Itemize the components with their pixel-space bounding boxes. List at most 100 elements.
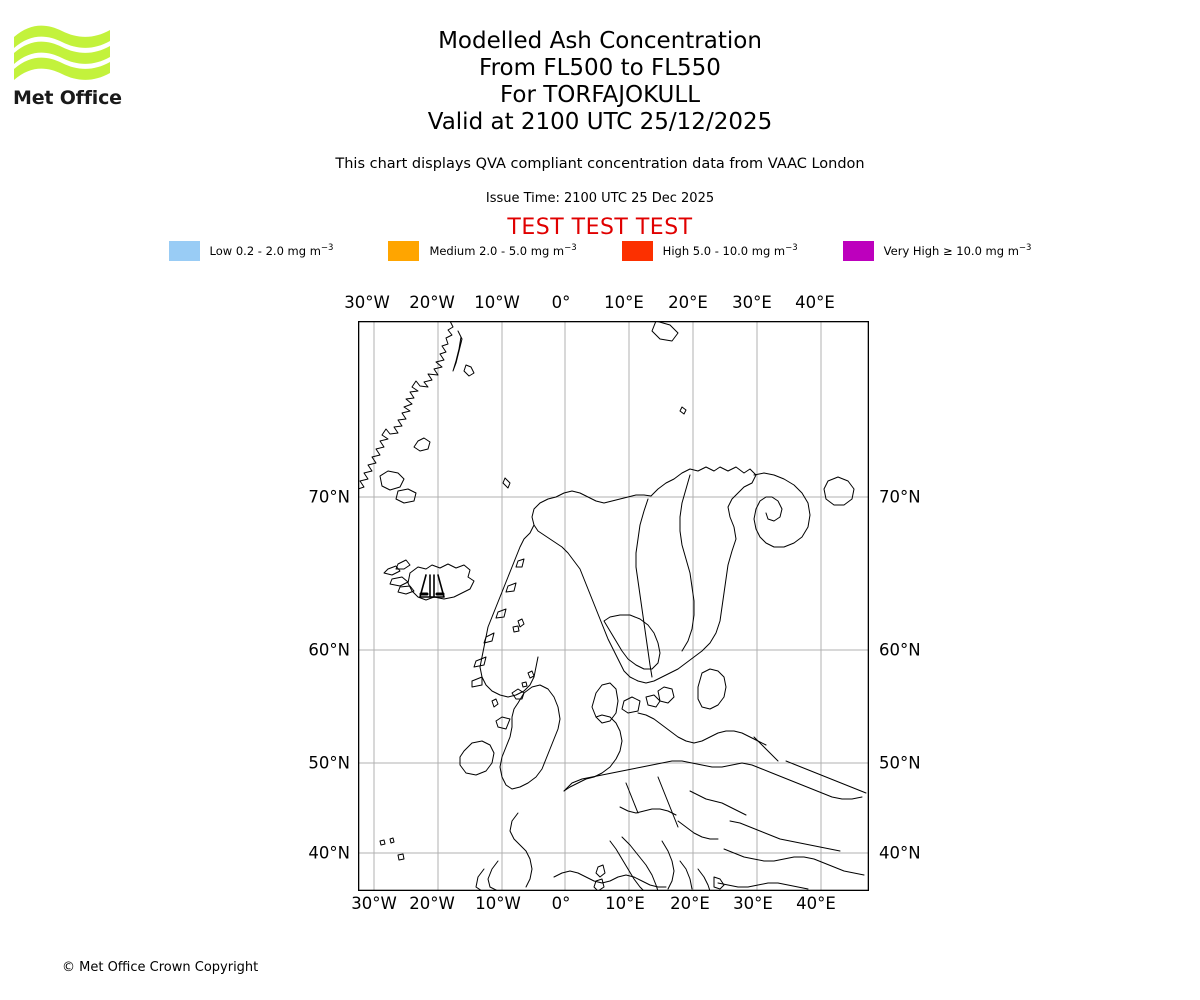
legend-item-medium: Medium 2.0 - 5.0 mg m−3 — [388, 241, 577, 261]
norway-west-coast — [479, 524, 539, 698]
title-line-2: From FL500 to FL550 — [479, 55, 721, 81]
legend-label-low: Low 0.2 - 2.0 mg m−3 — [209, 243, 334, 258]
title-line-4: Valid at 2100 UTC 25/12/2025 — [427, 109, 773, 135]
border-alps — [619, 806, 677, 816]
lon-bottom-tick: 30°E — [733, 894, 773, 913]
portugal-coast — [475, 868, 485, 891]
lat-left-tick: 60°N — [308, 640, 350, 660]
gb-scotland-west — [495, 716, 511, 730]
lat-right-tick: 40°N — [879, 843, 921, 863]
azores-1 — [379, 839, 386, 846]
gulf-of-bothnia — [603, 614, 661, 670]
greenland-island-5 — [395, 488, 417, 504]
orkney — [521, 681, 528, 688]
novaya-zemlya-coast — [823, 476, 855, 506]
lat-right-tick: 70°N — [879, 487, 921, 507]
border-germany-east — [625, 782, 639, 814]
lon-bottom-tick: 10°W — [475, 894, 521, 913]
title-line-1: Modelled Ash Concentration — [438, 28, 762, 54]
iberia-northwest — [487, 860, 499, 891]
ash-concentration-map[interactable] — [358, 321, 869, 891]
faroe-islands — [517, 618, 525, 628]
legend-label-very-high: Very High ≥ 10.0 mg m−3 — [883, 243, 1032, 258]
lat-left-tick: 50°N — [308, 753, 350, 773]
greenland-island-4 — [379, 470, 405, 491]
north-european-plain-border — [563, 760, 863, 800]
legend-swatch-low — [168, 241, 200, 261]
lon-top-tick: 0° — [551, 293, 571, 312]
iceland — [407, 563, 475, 601]
border-poland-east — [657, 776, 679, 828]
lon-top-tick: 10°W — [474, 293, 520, 312]
lat-right-tick: 50°N — [879, 753, 921, 773]
copyright-notice: © Met Office Crown Copyright — [62, 960, 259, 975]
lat-left-tick: 40°N — [308, 843, 350, 863]
met-office-logo: Met Office — [12, 24, 132, 119]
iceland-westfjords-b — [383, 565, 401, 576]
white-sea-kola — [753, 472, 811, 548]
black-sea-north-coast — [729, 820, 841, 852]
shetland — [527, 670, 535, 679]
lon-bottom-tick: 0° — [551, 894, 571, 913]
title-line-3: For TORFAJOKULL — [499, 82, 701, 108]
iceland-westfjords-c — [389, 576, 409, 587]
balkans-adriatic-coast — [661, 840, 675, 890]
lon-bottom-tick: 30°W — [351, 894, 397, 913]
norway-fjord-6 — [471, 676, 483, 688]
lat-right-tick: 60°N — [879, 640, 921, 660]
border-finland-russia — [679, 474, 695, 652]
gb-scotland-north — [511, 688, 525, 700]
norway-fjord-2 — [505, 582, 517, 593]
border-danube — [677, 820, 719, 840]
sardinia — [593, 878, 605, 891]
lon-bottom-tick: 10°E — [605, 894, 645, 913]
logo-text: Met Office — [13, 87, 122, 109]
mediterranean-north-coast — [553, 870, 667, 888]
issue-time: Issue Time: 2100 UTC 25 Dec 2025 — [485, 191, 715, 206]
norway-fjord-5 — [473, 656, 487, 668]
map-graticule — [358, 321, 869, 891]
greenland-coast — [358, 321, 454, 490]
legend-item-low: Low 0.2 - 2.0 mg m−3 — [168, 241, 334, 261]
greenland-island-2 — [463, 364, 475, 377]
concentration-legend: Low 0.2 - 2.0 mg m−3 Medium 2.0 - 5.0 mg… — [0, 241, 1200, 261]
greece-east — [697, 868, 711, 891]
norway-fjord-1 — [515, 558, 525, 568]
norway-fjord-4 — [483, 632, 495, 644]
fennoscandia — [531, 466, 757, 684]
faroe-islands-2 — [512, 625, 520, 633]
jan-mayen — [502, 477, 511, 489]
iceland-westfjords-a — [395, 559, 411, 570]
denmark-jutland — [591, 682, 619, 724]
turkey-black-sea-coast — [723, 848, 865, 876]
chart-subtitle: This chart displays QVA compliant concen… — [335, 156, 865, 172]
gulf-of-riga — [697, 668, 727, 710]
great-britain — [499, 684, 561, 790]
legend-item-high: High 5.0 - 10.0 mg m−3 — [621, 241, 798, 261]
test-banner: TEST TEST TEST — [507, 215, 693, 240]
outer-hebrides — [491, 698, 499, 708]
gotland — [657, 686, 675, 704]
ireland — [459, 740, 495, 776]
german-bight-coast — [563, 714, 623, 792]
lon-top-tick: 20°W — [409, 293, 455, 312]
legend-label-high: High 5.0 - 10.0 mg m−3 — [662, 243, 798, 258]
legend-item-very-high: Very High ≥ 10.0 mg m−3 — [842, 241, 1032, 261]
map-coastlines — [358, 321, 867, 891]
greenland-island-3 — [413, 437, 431, 452]
corsica — [595, 864, 606, 878]
crete — [713, 876, 725, 890]
france-atlantic-coast — [509, 812, 533, 888]
svalbard-south — [651, 321, 679, 342]
lon-top-tick: 30°W — [344, 293, 390, 312]
lat-left-tick: 70°N — [308, 487, 350, 507]
legend-swatch-very-high — [842, 241, 874, 261]
lon-top-tick: 30°E — [732, 293, 772, 312]
italy-peninsula-west — [609, 840, 645, 891]
lon-bottom-tick: 40°E — [796, 894, 836, 913]
lon-bottom-tick: 20°E — [670, 894, 710, 913]
lon-bottom-tick: 20°W — [409, 894, 455, 913]
border-sweden-finland — [635, 498, 653, 678]
legend-swatch-medium — [388, 241, 420, 261]
bear-island — [679, 406, 687, 415]
